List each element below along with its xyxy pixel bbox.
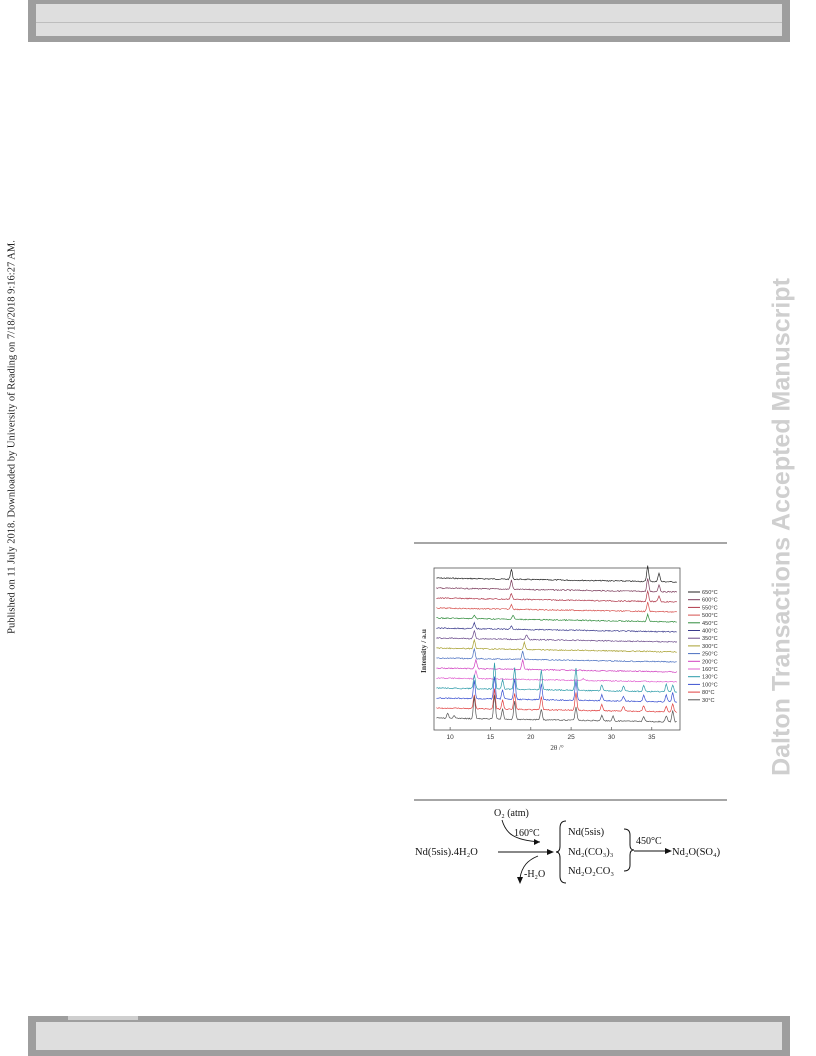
scheme-intermediate-2: Nd₂(CO₃)₃ bbox=[568, 847, 614, 858]
reaction-arrowhead-1 bbox=[547, 849, 554, 855]
legend-label: 550°C bbox=[702, 605, 718, 611]
series-line-650c bbox=[436, 565, 677, 583]
top-bar bbox=[28, 0, 790, 42]
scheme-temp1: 160°C bbox=[514, 828, 540, 839]
series-line-500c bbox=[436, 601, 677, 613]
series-line-80c bbox=[436, 688, 677, 713]
series-line-450c bbox=[436, 612, 677, 623]
x-tick-label: 15 bbox=[487, 734, 495, 741]
legend-label: 250°C bbox=[702, 652, 718, 658]
legend-label: 300°C bbox=[702, 644, 718, 650]
plot-area bbox=[433, 567, 681, 731]
legend-label: 80°C bbox=[702, 690, 715, 696]
scheme-top-rule bbox=[414, 799, 727, 801]
series-line-200c bbox=[436, 658, 678, 673]
series-line-400c bbox=[436, 621, 677, 633]
x-tick-label: 25 bbox=[567, 734, 575, 741]
top-bar-panel bbox=[36, 4, 782, 36]
series-line-160c bbox=[436, 669, 678, 683]
x-tick-label: 10 bbox=[447, 734, 455, 741]
top-bar-rule bbox=[36, 22, 782, 23]
bottom-bar-tab bbox=[68, 1016, 138, 1020]
legend-label: 600°C bbox=[702, 598, 718, 604]
watermark-text: Dalton Transactions Accepted Manuscript bbox=[767, 278, 796, 776]
left-brace bbox=[555, 820, 567, 884]
legend-label: 30°C bbox=[702, 698, 715, 704]
water-loss-arrowhead bbox=[517, 877, 523, 884]
x-axis-label: 2θ /° bbox=[550, 744, 564, 752]
legend-label: 650°C bbox=[702, 590, 718, 596]
y-axis-label: Intensity / a.u bbox=[419, 629, 428, 673]
x-tick-label: 30 bbox=[608, 734, 616, 741]
series-layer bbox=[436, 565, 678, 723]
series-line-30c bbox=[436, 694, 677, 723]
series-line-600c bbox=[436, 578, 678, 593]
x-tick-label: 35 bbox=[648, 734, 656, 741]
legend-label: 400°C bbox=[702, 629, 718, 635]
scheme-product: Nd₂O(SO₄) bbox=[672, 847, 721, 858]
series-line-550c bbox=[436, 589, 677, 603]
legend-label: 450°C bbox=[702, 621, 718, 627]
bottom-bar bbox=[28, 1016, 790, 1056]
scheme-temp2: 450°C bbox=[636, 836, 662, 847]
legend-label: 100°C bbox=[702, 682, 718, 688]
legend-label: 130°C bbox=[702, 675, 718, 681]
scheme-oxidant: O₂ (atm) bbox=[494, 808, 529, 819]
reaction-arrowhead-2 bbox=[665, 848, 672, 854]
right-brace bbox=[623, 828, 635, 872]
x-axis-ticks: 10 15 20 25 30 35 bbox=[447, 727, 656, 741]
scheme-loss: -H₂O bbox=[524, 869, 545, 880]
legend-label: 160°C bbox=[702, 667, 718, 673]
scheme-intermediate-3: Nd₂O₂CO₃ bbox=[568, 866, 614, 877]
scheme-reactant: Nd(5sis).4H₂O bbox=[415, 847, 478, 858]
series-line-350c bbox=[436, 629, 678, 643]
series-line-100c bbox=[436, 676, 677, 703]
oxidant-arrowhead bbox=[534, 839, 540, 845]
decomposition-scheme: O₂ (atm) 160°C Nd(5sis).4H₂O -H₂O Nd(5si… bbox=[415, 808, 721, 884]
publication-note-text: Published on 11 July 2018. Downloaded by… bbox=[6, 240, 18, 634]
legend-label: 200°C bbox=[702, 659, 718, 665]
xrd-chart: 10 15 20 25 30 35 2θ /° Intensity / a.u 650°C… bbox=[419, 565, 718, 752]
legend-label: 500°C bbox=[702, 613, 718, 619]
legend-label: 350°C bbox=[702, 636, 718, 642]
series-line-250c bbox=[436, 647, 677, 663]
water-loss-curve-arrow bbox=[519, 855, 539, 879]
x-tick-label: 20 bbox=[527, 734, 535, 741]
series-line-130c bbox=[436, 662, 678, 693]
scheme-intermediate-1: Nd(5sis) bbox=[568, 827, 605, 838]
bottom-bar-panel bbox=[36, 1022, 782, 1050]
figure-top-rule bbox=[414, 542, 727, 544]
series-line-300c bbox=[436, 638, 677, 653]
